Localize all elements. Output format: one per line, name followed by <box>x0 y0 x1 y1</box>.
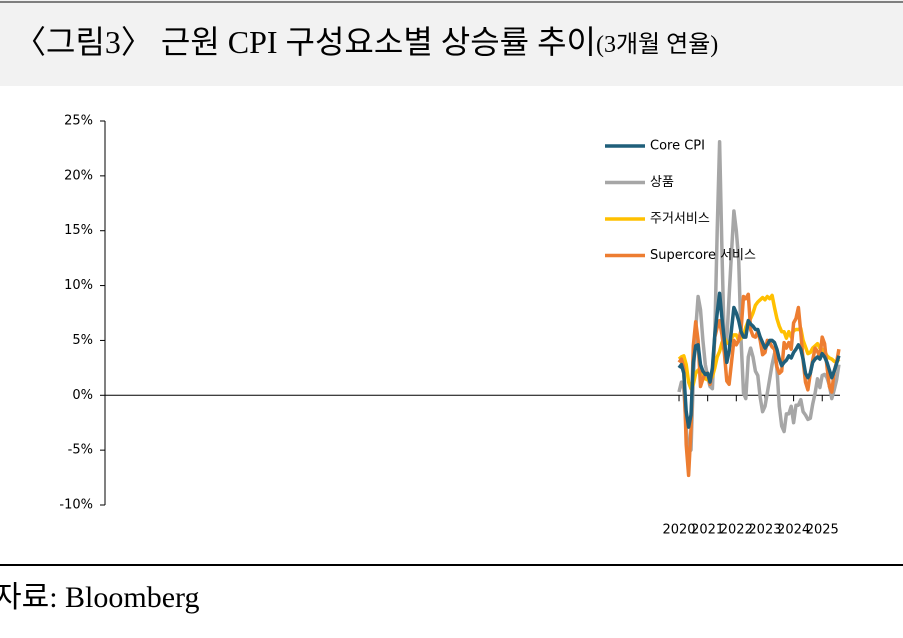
title-bar <box>0 0 903 86</box>
legend-label: Supercore 서비스 <box>650 248 756 263</box>
chart-subtitle: (3개월 연율) <box>596 31 718 58</box>
x-tick-label: 2025 <box>806 523 839 538</box>
x-tick-label: 2023 <box>748 523 781 538</box>
series-line <box>677 291 841 429</box>
legend-label: 주거서비스 <box>650 212 710 227</box>
y-tick-label: 0% <box>72 388 93 403</box>
y-tick-label: -5% <box>68 443 93 458</box>
y-tick-label: 10% <box>64 278 93 293</box>
y-tick-label: 15% <box>64 223 93 238</box>
series-line <box>677 140 841 455</box>
x-tick-label: 2020 <box>662 523 695 538</box>
y-tick-label: 25% <box>64 114 93 129</box>
chart-title: 〈그림3〉 근원 CPI 구성요소별 상승률 추이 <box>14 24 596 60</box>
legend-label: Core CPI <box>650 139 705 154</box>
legend-label: 상품 <box>650 175 674 190</box>
y-tick-label: 20% <box>64 168 93 183</box>
series-line <box>677 293 841 391</box>
y-tick-label: -10% <box>59 498 93 513</box>
x-tick-label: 2021 <box>691 523 724 538</box>
x-tick-label: 2022 <box>720 523 753 538</box>
source: 자료: Bloomberg <box>0 581 199 614</box>
x-tick-label: 2024 <box>777 523 810 538</box>
chart-title-group: 〈그림3〉 근원 CPI 구성요소별 상승률 추이(3개월 연율) <box>14 24 718 60</box>
y-tick-label: 5% <box>72 333 93 348</box>
